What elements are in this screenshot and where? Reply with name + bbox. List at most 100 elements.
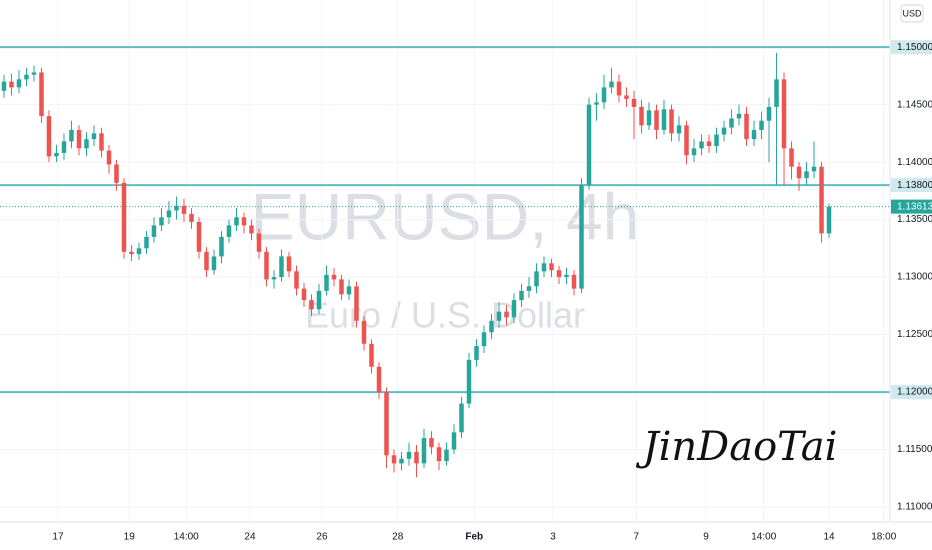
candle-body [684, 125, 689, 156]
y-tick-label: 1.11000 [897, 502, 932, 513]
candle-body [661, 109, 667, 130]
currency-box[interactable] [900, 4, 924, 23]
candle-body [159, 217, 164, 226]
level-label: 1.13800 [897, 180, 932, 191]
candle-body [1, 81, 7, 91]
candle-body [616, 81, 622, 96]
candle-body [706, 141, 712, 147]
candle-body [219, 236, 224, 257]
candle-body [796, 166, 802, 179]
y-tick-label: 1.13000 [897, 272, 932, 283]
candle-body [714, 134, 719, 147]
candle-body [699, 141, 704, 149]
candle-body [819, 166, 824, 234]
last-price-bg [891, 199, 932, 214]
candle-body [84, 139, 89, 149]
x-tick-label: Feb [465, 532, 483, 543]
candle-body [39, 72, 44, 117]
candle-body [406, 451, 412, 459]
candle-body [61, 141, 67, 153]
x-tick-label: 14:00 [174, 532, 199, 543]
candle-body [504, 311, 509, 318]
candle-body [196, 221, 202, 252]
candle-body [736, 113, 742, 119]
candle-body [346, 286, 352, 295]
candle-body [144, 236, 149, 249]
candle-body [474, 346, 479, 360]
candle-body [271, 277, 277, 280]
candle-body [534, 271, 539, 287]
y-tick-label: 1.11500 [897, 444, 932, 455]
level-label: 1.15000 [897, 42, 932, 53]
candle-body [489, 320, 494, 333]
price-axis-bg [890, 0, 932, 550]
candle-body [549, 263, 554, 271]
candle-body [721, 127, 727, 135]
candle-body [54, 152, 59, 157]
candle-body [226, 225, 232, 237]
candle-body [811, 166, 817, 172]
candle-body [204, 251, 209, 271]
currency-label[interactable]: USD [902, 8, 922, 18]
candle-body [241, 217, 247, 226]
candle-body [564, 274, 569, 278]
candle-body [729, 118, 734, 128]
candle-body [234, 217, 239, 226]
level-label-bg [891, 40, 932, 55]
candle-body [466, 359, 472, 404]
signature: JinDaoTai [636, 424, 838, 470]
candle-body [24, 74, 29, 80]
watermark-title: EURUSD, 4h [251, 179, 640, 253]
candle-body [789, 148, 794, 167]
x-tick-label: 14:00 [751, 532, 776, 543]
candle-body [654, 110, 659, 130]
candle-body [676, 125, 682, 134]
candle-body [586, 104, 592, 186]
x-tick-label: 14 [823, 532, 835, 543]
candle-body [181, 205, 187, 214]
x-tick-label: 7 [633, 532, 639, 543]
candle-body [519, 290, 524, 301]
candle-body [129, 251, 134, 255]
candle-body [421, 438, 427, 464]
candle-body [781, 79, 787, 149]
candle-body [301, 288, 307, 301]
candle-body [496, 311, 502, 321]
candle-body [114, 164, 119, 183]
candle-body [511, 300, 517, 318]
candle-body [339, 279, 344, 295]
candle-body [309, 300, 314, 310]
candle-body [384, 392, 389, 456]
candle-body [669, 109, 674, 134]
level-label-bg [891, 178, 932, 193]
x-tick-label: 26 [316, 532, 328, 543]
background-layer [0, 0, 890, 522]
candle-body [481, 332, 487, 347]
candle-body [594, 102, 599, 105]
candle-body [804, 171, 809, 179]
candle-body [324, 274, 329, 291]
watermark-subtitle: Euro / U.S. Dollar [305, 295, 585, 336]
candle-body [354, 286, 359, 321]
x-tick-label: 17 [52, 532, 64, 543]
y-tick-label: 1.12500 [897, 329, 932, 340]
candle-body [264, 251, 269, 280]
candle-body [249, 225, 254, 234]
candle-body [316, 290, 322, 310]
candle-body [459, 403, 464, 433]
x-tick-label: 18:00 [871, 532, 896, 543]
candle-body [331, 274, 337, 280]
candle-body [121, 182, 127, 252]
candle-body [376, 366, 382, 393]
candle-body [391, 455, 397, 464]
candle-body [9, 81, 14, 88]
candle-body [744, 113, 749, 140]
candle-body [774, 79, 779, 107]
level-label-bg [891, 385, 932, 400]
candle-body [571, 274, 577, 289]
candle-body [136, 248, 142, 255]
candle-body [294, 271, 299, 289]
y-tick-label: 1.14500 [897, 99, 932, 110]
candle-body [369, 343, 374, 367]
